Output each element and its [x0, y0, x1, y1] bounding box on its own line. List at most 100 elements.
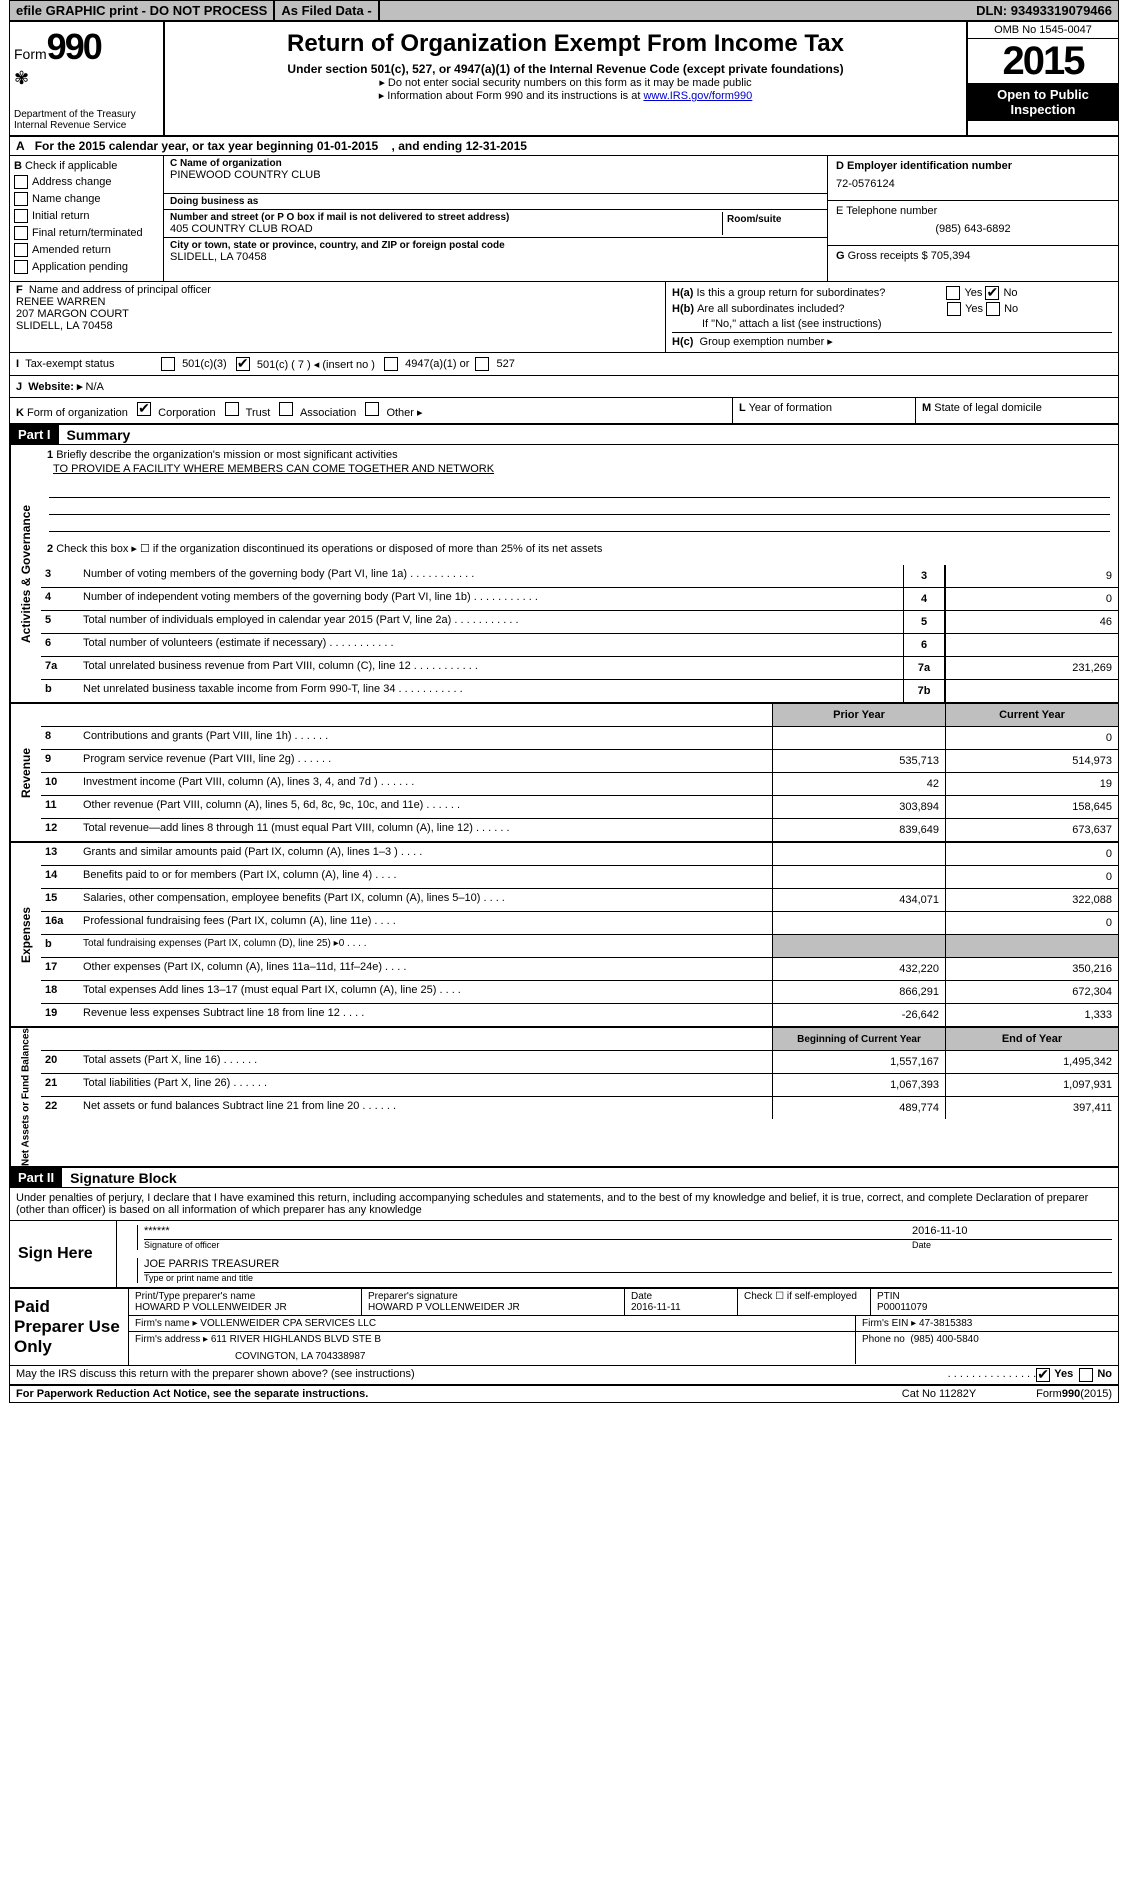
- exp-line-16a: 16aProfessional fundraising fees (Part I…: [41, 912, 1118, 935]
- firm-addr-2: COVINGTON, LA 704338987: [135, 1345, 849, 1362]
- header-center: Return of Organization Exempt From Incom…: [165, 22, 966, 135]
- row-i-tax-status: I Tax-exempt status 501(c)(3) 501(c) ( 7…: [10, 353, 1118, 376]
- form-header: Form990 ✾ Department of the Treasury Int…: [10, 22, 1118, 137]
- city-label: City or town, state or province, country…: [170, 240, 821, 251]
- self-employed-check: Check ☐ if self-employed: [738, 1289, 871, 1315]
- 4947-checkbox[interactable]: [384, 357, 398, 371]
- expenses-label: Expenses: [10, 843, 41, 1026]
- row-f-h: F Name and address of principal officer …: [10, 282, 1118, 353]
- dba-label: Doing business as: [170, 196, 821, 207]
- gov-line-b: bNet unrelated business taxable income f…: [41, 680, 1118, 702]
- ha-no-checkbox[interactable]: [985, 286, 999, 300]
- corp-checkbox[interactable]: [137, 402, 151, 416]
- exp-line-19: 19Revenue less expenses Subtract line 18…: [41, 1004, 1118, 1026]
- gov-line-5: 5Total number of individuals employed in…: [41, 611, 1118, 634]
- irs-label: Internal Revenue Service: [14, 120, 159, 131]
- gov-line-7a: 7aTotal unrelated business revenue from …: [41, 657, 1118, 680]
- street-value: 405 COUNTRY CLUB ROAD: [170, 223, 722, 235]
- other-checkbox[interactable]: [365, 402, 379, 416]
- expenses-section: Expenses 13Grants and similar amounts pa…: [10, 843, 1118, 1028]
- room-label: Room/suite: [727, 214, 817, 225]
- sign-here-label: Sign Here: [10, 1221, 117, 1287]
- section-f-officer: F Name and address of principal officer …: [10, 282, 666, 352]
- exp-line-14: 14Benefits paid to or for members (Part …: [41, 866, 1118, 889]
- paid-preparer-label: Paid Preparer Use Only: [10, 1289, 129, 1365]
- org-name: PINEWOOD COUNTRY CLUB: [170, 169, 821, 181]
- row-a-tax-year: A For the 2015 calendar year, or tax yea…: [10, 137, 1118, 156]
- header-left: Form990 ✾ Department of the Treasury Int…: [10, 22, 165, 135]
- form-number: Form990: [14, 26, 159, 68]
- net-line-22: 22Net assets or fund balances Subtract l…: [41, 1097, 1118, 1119]
- 501c3-checkbox[interactable]: [161, 357, 175, 371]
- firm-ein: 47-3815383: [919, 1318, 972, 1329]
- checkbox-name-change[interactable]: [14, 192, 28, 206]
- governance-label: Activities & Governance: [10, 445, 41, 702]
- gov-line-6: 6Total number of volunteers (estimate if…: [41, 634, 1118, 657]
- rev-line-11: 11Other revenue (Part VIII, column (A), …: [41, 796, 1118, 819]
- hb-no-checkbox[interactable]: [986, 302, 1000, 316]
- officer-street: 207 MARGON COURT: [16, 308, 659, 320]
- efile-notice: efile GRAPHIC print - DO NOT PROCESS: [10, 1, 275, 20]
- gov-line-3: 3Number of voting members of the governi…: [41, 565, 1118, 588]
- rev-line-10: 10Investment income (Part VIII, column (…: [41, 773, 1118, 796]
- governance-section: Activities & Governance 1 Briefly descri…: [10, 445, 1118, 704]
- exp-line-17: 17Other expenses (Part IX, column (A), l…: [41, 958, 1118, 981]
- rev-line-8: 8Contributions and grants (Part VIII, li…: [41, 727, 1118, 750]
- dln: DLN: 93493319079466: [970, 1, 1118, 20]
- section-bcd: B Check if applicable Address change Nam…: [10, 156, 1118, 282]
- revenue-label: Revenue: [10, 704, 41, 841]
- ein-value: 72-0576124: [836, 172, 1110, 196]
- assoc-checkbox[interactable]: [279, 402, 293, 416]
- city-value: SLIDELL, LA 70458: [170, 251, 821, 263]
- exp-line-15: 15Salaries, other compensation, employee…: [41, 889, 1118, 912]
- ha-yes-checkbox[interactable]: [946, 286, 960, 300]
- open-public-badge: Open to Public Inspection: [968, 83, 1118, 121]
- 501c-checkbox[interactable]: [236, 357, 250, 371]
- netassets-section: Net Assets or Fund Balances Beginning of…: [10, 1028, 1118, 1168]
- row-k-org-form: K Form of organization Corporation Trust…: [10, 398, 1118, 425]
- dept-treasury: Department of the Treasury: [14, 109, 159, 120]
- end-year-head: End of Year: [945, 1028, 1118, 1050]
- omb-number: OMB No 1545-0047: [968, 22, 1118, 39]
- revenue-section: Revenue Prior Year Current Year 8Contrib…: [10, 704, 1118, 843]
- exp-line-b: bTotal fundraising expenses (Part IX, co…: [41, 935, 1118, 958]
- mission-statement: TO PROVIDE A FACILITY WHERE MEMBERS CAN …: [47, 461, 1112, 477]
- checkbox-initial[interactable]: [14, 209, 28, 223]
- preparer-name: HOWARD P VOLLENWEIDER JR: [135, 1302, 355, 1313]
- org-name-label: C Name of organization: [170, 158, 821, 169]
- trust-checkbox[interactable]: [225, 402, 239, 416]
- perjury-declaration: Under penalties of perjury, I declare th…: [10, 1188, 1118, 1220]
- checkbox-amended[interactable]: [14, 243, 28, 257]
- officer-name-title: JOE PARRIS TREASURER: [144, 1258, 1112, 1272]
- discuss-row: May the IRS discuss this return with the…: [10, 1365, 1118, 1384]
- row-j-website: J Website: ▸ N/A: [10, 376, 1118, 398]
- preparer-signature: HOWARD P VOLLENWEIDER JR: [368, 1302, 618, 1313]
- rev-line-12: 12Total revenue—add lines 8 through 11 (…: [41, 819, 1118, 841]
- sign-date: 2016-11-10: [912, 1225, 1112, 1239]
- officer-name: RENEE WARREN: [16, 296, 659, 308]
- net-line-21: 21Total liabilities (Part X, line 26) . …: [41, 1074, 1118, 1097]
- cat-no: Cat No 11282Y: [902, 1388, 976, 1400]
- firm-phone: (985) 400-5840: [910, 1334, 978, 1345]
- form-note-1: ▸ Do not enter social security numbers o…: [173, 76, 958, 89]
- checkbox-addr-change[interactable]: [14, 175, 28, 189]
- checkbox-final[interactable]: [14, 226, 28, 240]
- 527-checkbox[interactable]: [475, 357, 489, 371]
- header-right: OMB No 1545-0047 2015 Open to Public Ins…: [966, 22, 1118, 135]
- discuss-yes-checkbox[interactable]: [1036, 1368, 1050, 1382]
- section-b-checkboxes: B Check if applicable Address change Nam…: [10, 156, 164, 281]
- form-title: Return of Organization Exempt From Incom…: [173, 30, 958, 58]
- hb-yes-checkbox[interactable]: [947, 302, 961, 316]
- form-subtitle: Under section 501(c), 527, or 4947(a)(1)…: [173, 62, 958, 76]
- netassets-label: Net Assets or Fund Balances: [10, 1028, 41, 1166]
- section-c-org-info: C Name of organization PINEWOOD COUNTRY …: [164, 156, 828, 281]
- firm-name: VOLLENWEIDER CPA SERVICES LLC: [200, 1318, 376, 1329]
- ptin-value: P00011079: [877, 1302, 1112, 1313]
- phone-label: E Telephone number: [836, 205, 937, 217]
- section-h: H(a) Is this a group return for subordin…: [666, 282, 1118, 352]
- discuss-no-checkbox[interactable]: [1079, 1368, 1093, 1382]
- checkbox-pending[interactable]: [14, 260, 28, 274]
- section-deg: D Employer identification number 72-0576…: [828, 156, 1118, 281]
- ein-label: D Employer identification number: [836, 160, 1012, 172]
- paid-preparer-section: Paid Preparer Use Only Print/Type prepar…: [10, 1287, 1118, 1365]
